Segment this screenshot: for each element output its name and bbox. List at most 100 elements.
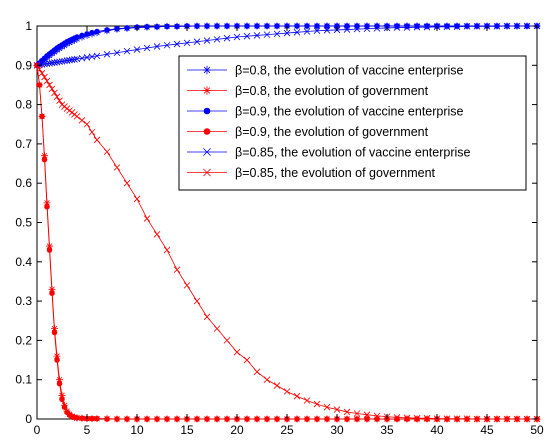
data-point <box>283 29 291 37</box>
legend-item: β=0.8, the evolution of government <box>187 84 429 98</box>
x-tick-label: 10 <box>130 423 144 437</box>
data-point <box>424 23 430 29</box>
data-point <box>303 28 311 35</box>
data-point <box>41 156 48 163</box>
data-point <box>56 97 63 104</box>
data-point <box>79 415 85 421</box>
data-point <box>263 31 271 38</box>
x-tick-label: 50 <box>530 423 544 437</box>
legend-label: β=0.8, the evolution of government <box>235 84 429 98</box>
data-point <box>48 85 56 93</box>
x-tick-label: 30 <box>330 423 344 437</box>
data-point <box>89 415 95 422</box>
data-point <box>51 329 58 336</box>
data-point <box>53 93 61 101</box>
data-point <box>323 27 331 34</box>
data-point <box>414 416 420 422</box>
data-point <box>304 416 310 422</box>
data-point <box>244 23 250 29</box>
data-point <box>203 37 211 44</box>
data-point <box>154 24 160 30</box>
legend-item: β=0.85, the evolution of vaccine enterpr… <box>187 146 471 160</box>
data-point <box>363 411 371 418</box>
data-point <box>204 23 210 29</box>
data-point <box>523 415 531 423</box>
data-point <box>74 34 80 40</box>
x-tick-label: 20 <box>230 423 244 437</box>
data-point <box>153 231 161 238</box>
data-point <box>254 23 260 29</box>
data-point <box>46 81 53 89</box>
data-point <box>94 28 100 35</box>
data-point <box>174 416 180 422</box>
data-point <box>154 416 160 422</box>
data-point <box>264 23 270 29</box>
data-point <box>74 415 80 421</box>
data-point <box>283 388 291 395</box>
x-tick-label: 0 <box>34 423 41 437</box>
data-point <box>113 164 121 171</box>
data-point <box>144 416 150 422</box>
x-marker-icon <box>203 148 211 156</box>
data-point <box>173 40 181 48</box>
data-point <box>314 23 320 29</box>
data-point <box>61 404 68 410</box>
data-point <box>414 23 420 29</box>
data-point <box>123 179 131 187</box>
data-point <box>193 297 201 305</box>
data-point <box>253 32 261 39</box>
y-axis: 0 0.1 0.2 0.3 0.4 0.5 0.6 0.7 0.8 0.9 1 <box>15 19 537 426</box>
chart-marks <box>33 22 541 423</box>
legend-item: β=0.8, the evolution of vaccine enterpri… <box>187 64 464 78</box>
data-point <box>443 415 451 422</box>
data-point <box>73 113 81 120</box>
data-point <box>243 356 251 364</box>
x-tick-label: 45 <box>480 423 494 437</box>
data-point <box>374 416 380 422</box>
data-point <box>114 26 120 32</box>
data-point <box>513 415 521 423</box>
data-point <box>373 412 381 420</box>
data-point <box>413 23 421 31</box>
data-point <box>36 82 43 88</box>
data-point <box>473 23 481 30</box>
data-point <box>94 415 100 422</box>
data-point <box>423 23 431 31</box>
data-point <box>294 416 300 422</box>
data-point <box>473 415 481 423</box>
data-point <box>103 51 111 58</box>
data-point <box>44 204 50 210</box>
data-point <box>333 406 341 413</box>
y-tick-label: 0.2 <box>15 333 32 347</box>
data-point <box>58 391 66 399</box>
data-point <box>424 416 430 422</box>
data-point <box>243 32 251 40</box>
data-point <box>393 414 401 421</box>
data-point <box>343 26 351 33</box>
legend: β=0.8, the evolution of vaccine enterpri… <box>178 55 527 191</box>
data-point <box>354 416 360 422</box>
x-tick-label: 35 <box>380 423 394 437</box>
star-marker-icon <box>202 65 212 75</box>
data-point <box>123 47 131 55</box>
data-point <box>344 23 350 29</box>
data-point <box>393 24 401 31</box>
data-point <box>273 382 281 389</box>
data-point <box>163 246 171 254</box>
data-point <box>303 397 311 404</box>
data-point <box>89 29 95 36</box>
data-point <box>93 136 101 144</box>
data-point <box>93 52 101 60</box>
data-point <box>223 337 231 344</box>
data-point <box>183 39 191 47</box>
data-point <box>364 23 370 29</box>
legend-label: β=0.85, the evolution of government <box>235 166 436 180</box>
data-point <box>194 23 200 29</box>
data-point <box>314 416 320 422</box>
data-point <box>323 403 331 411</box>
data-point <box>233 348 241 356</box>
data-point <box>103 148 111 156</box>
y-tick-label: 0.5 <box>15 216 32 230</box>
data-point <box>503 415 511 423</box>
data-point <box>79 32 85 39</box>
